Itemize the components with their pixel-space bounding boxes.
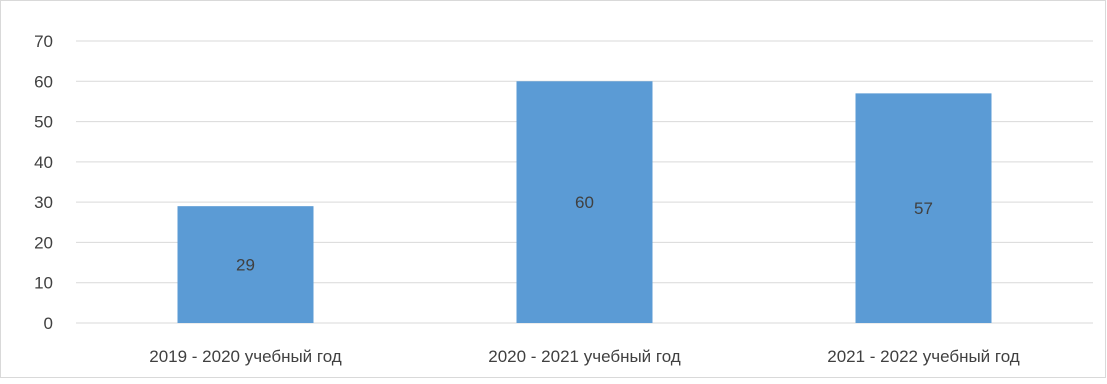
y-tick-label: 50 xyxy=(34,113,53,132)
data-labels: 29 60 57 xyxy=(236,193,933,274)
x-axis-ticks: 2019 - 2020 учебный год 2020 - 2021 учебн… xyxy=(149,347,1020,366)
y-tick-label: 10 xyxy=(34,274,53,293)
bars xyxy=(177,81,992,324)
y-tick-label: 60 xyxy=(34,72,53,91)
y-tick-label: 20 xyxy=(34,233,53,252)
data-label: 29 xyxy=(236,256,255,275)
y-tick-label: 70 xyxy=(34,32,53,51)
bar xyxy=(516,81,653,324)
data-label: 60 xyxy=(575,193,594,212)
bar xyxy=(177,206,314,323)
x-tick-label: 2021 - 2022 учебный год xyxy=(827,347,1020,366)
x-tick-label: 2020 - 2021 учебный год xyxy=(488,347,681,366)
bar xyxy=(855,93,992,323)
y-tick-label: 0 xyxy=(44,314,53,333)
y-tick-label: 30 xyxy=(34,193,53,212)
y-tick-label: 40 xyxy=(34,153,53,172)
y-axis-ticks: 0 10 20 30 40 50 60 70 xyxy=(34,32,53,333)
x-tick-label: 2019 - 2020 учебный год xyxy=(149,347,342,366)
data-label: 57 xyxy=(914,199,933,218)
